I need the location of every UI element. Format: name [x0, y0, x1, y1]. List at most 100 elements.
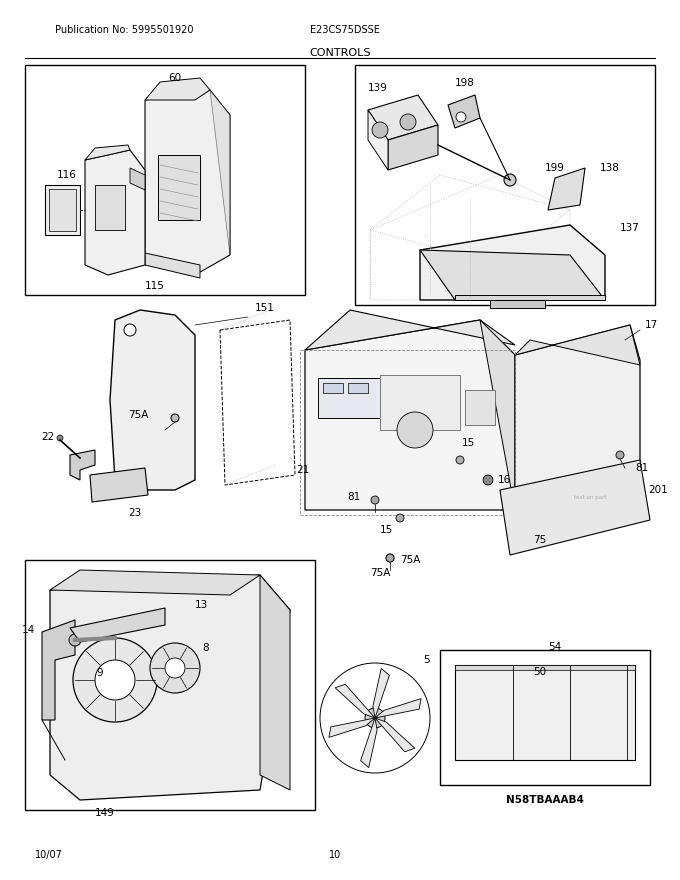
- Circle shape: [165, 658, 185, 678]
- Polygon shape: [42, 620, 75, 720]
- Circle shape: [456, 456, 464, 464]
- Circle shape: [372, 122, 388, 138]
- Polygon shape: [373, 669, 390, 718]
- Polygon shape: [145, 90, 230, 275]
- Bar: [318, 378, 408, 418]
- Bar: [45, 185, 80, 235]
- Polygon shape: [50, 570, 260, 595]
- Circle shape: [69, 634, 81, 646]
- Text: 81: 81: [635, 463, 648, 473]
- Text: 75A: 75A: [370, 568, 390, 578]
- Text: E23CS75DSSE: E23CS75DSSE: [310, 25, 380, 35]
- Polygon shape: [375, 699, 421, 718]
- Text: 10: 10: [329, 850, 341, 860]
- Circle shape: [386, 554, 394, 562]
- Text: 13: 13: [195, 600, 208, 610]
- Polygon shape: [455, 295, 605, 300]
- Polygon shape: [305, 310, 515, 350]
- Text: 139: 139: [368, 83, 388, 93]
- Text: 50: 50: [533, 667, 547, 677]
- Circle shape: [400, 114, 416, 130]
- Polygon shape: [260, 575, 290, 790]
- Polygon shape: [210, 90, 230, 255]
- Bar: [323, 383, 343, 393]
- Text: 14: 14: [22, 625, 35, 635]
- Bar: [158, 155, 200, 220]
- Bar: [465, 390, 495, 425]
- Text: 17: 17: [645, 320, 658, 330]
- Circle shape: [483, 475, 493, 485]
- Text: 15: 15: [462, 438, 475, 448]
- Polygon shape: [448, 95, 480, 128]
- Circle shape: [397, 412, 433, 448]
- Polygon shape: [145, 253, 200, 278]
- Text: CONTROLS: CONTROLS: [309, 48, 371, 58]
- Polygon shape: [305, 320, 515, 510]
- Circle shape: [57, 435, 63, 441]
- Text: 23: 23: [129, 508, 141, 518]
- Polygon shape: [515, 325, 640, 510]
- Text: 199: 199: [545, 163, 565, 173]
- Text: 116: 116: [57, 170, 77, 180]
- Circle shape: [171, 414, 179, 422]
- Polygon shape: [90, 468, 148, 502]
- Circle shape: [365, 708, 385, 728]
- Bar: [380, 375, 460, 430]
- Polygon shape: [130, 168, 145, 190]
- Polygon shape: [375, 718, 415, 752]
- Text: 198: 198: [455, 78, 475, 88]
- Polygon shape: [368, 110, 388, 170]
- Polygon shape: [420, 225, 605, 300]
- Polygon shape: [329, 718, 375, 737]
- Bar: [348, 383, 368, 393]
- Text: 54: 54: [548, 642, 562, 652]
- Polygon shape: [70, 450, 95, 480]
- Bar: [95, 185, 125, 230]
- Circle shape: [95, 660, 135, 700]
- Polygon shape: [70, 608, 165, 642]
- Text: 75: 75: [533, 535, 547, 545]
- Text: 22: 22: [41, 432, 55, 442]
- Text: 201: 201: [648, 485, 668, 495]
- Bar: [300, 350, 515, 515]
- Bar: [455, 665, 635, 760]
- Circle shape: [386, 554, 394, 562]
- Bar: [25, 560, 315, 810]
- Circle shape: [150, 643, 200, 693]
- Text: 16: 16: [498, 475, 511, 485]
- Polygon shape: [420, 250, 605, 300]
- Circle shape: [456, 112, 466, 122]
- Text: N58TBAAAB4: N58TBAAAB4: [506, 795, 584, 805]
- Polygon shape: [360, 718, 377, 767]
- Polygon shape: [455, 665, 635, 670]
- Text: 60: 60: [169, 73, 182, 83]
- Text: 5: 5: [423, 655, 430, 665]
- Text: 151: 151: [255, 303, 275, 313]
- Bar: [25, 65, 305, 295]
- Circle shape: [371, 496, 379, 504]
- Polygon shape: [335, 685, 375, 718]
- Text: 81: 81: [347, 492, 360, 502]
- Polygon shape: [145, 78, 210, 100]
- Text: 15: 15: [379, 525, 393, 535]
- Polygon shape: [368, 95, 438, 140]
- Polygon shape: [500, 460, 650, 555]
- Polygon shape: [548, 168, 585, 210]
- Circle shape: [124, 324, 136, 336]
- Text: 21: 21: [296, 465, 309, 475]
- Text: 115: 115: [145, 281, 165, 291]
- Polygon shape: [480, 320, 515, 510]
- Polygon shape: [85, 150, 145, 275]
- Text: 10/07: 10/07: [35, 850, 63, 860]
- Bar: [440, 650, 650, 785]
- Circle shape: [616, 451, 624, 459]
- Polygon shape: [490, 300, 545, 308]
- Polygon shape: [515, 325, 640, 365]
- Circle shape: [73, 638, 157, 722]
- Polygon shape: [110, 310, 195, 490]
- Text: 75A: 75A: [400, 555, 420, 565]
- Text: 8: 8: [202, 643, 209, 653]
- Circle shape: [504, 174, 516, 186]
- Polygon shape: [388, 125, 438, 170]
- Text: 138: 138: [600, 163, 620, 173]
